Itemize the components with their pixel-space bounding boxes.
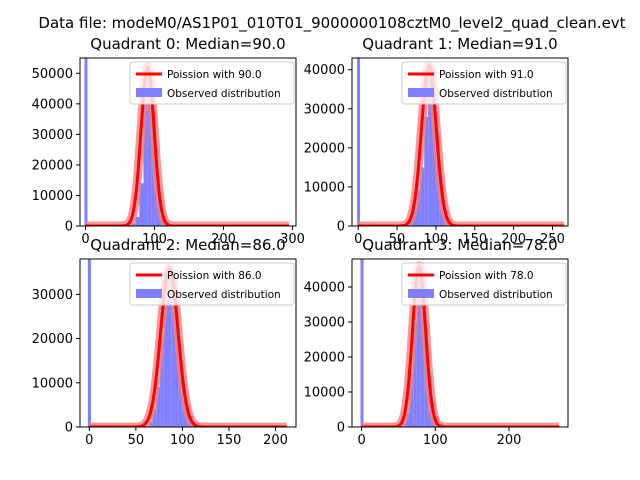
x-tick-label: 150: [462, 232, 487, 247]
observed-spike-bar: [360, 259, 364, 427]
observed-spike-bar: [87, 259, 91, 427]
legend-observed-label: Observed distribution: [439, 289, 553, 301]
observed-bar: [156, 387, 161, 427]
observed-bar: [139, 183, 144, 226]
legend: Poission with 78.0 Observed distribution: [401, 262, 567, 306]
legend: Poission with 91.0 Observed distribution: [401, 61, 567, 105]
x-tick-label: 0: [81, 232, 89, 247]
subplot-quadrant-1: 0 50 100 150 200 250 0 10000 20000 30000 40000 Pois…: [304, 35, 569, 247]
x-tick-label: 200: [501, 232, 526, 247]
subplot-title: Quadrant 3: Median=78.0: [362, 236, 557, 254]
observed-bar: [416, 190, 421, 226]
legend-poisson-label: Poission with 91.0: [439, 69, 534, 81]
axes-frame: [351, 258, 569, 428]
observed-bar: [148, 421, 153, 427]
observed-bar: [420, 167, 425, 226]
y-tick-label: 30000: [304, 102, 345, 117]
axes-frame: [79, 258, 297, 428]
observed-spike-bar: [84, 58, 88, 226]
y-tick-label: 10000: [304, 180, 345, 195]
y-tick-label: 10000: [32, 376, 73, 391]
y-tick-label: 10000: [304, 386, 345, 401]
y-tick-label: 0: [65, 220, 73, 235]
x-tick-label: 300: [280, 232, 305, 247]
observed-bar: [428, 69, 433, 226]
x-tick-label: 50: [389, 232, 406, 247]
y-tick-label: 10000: [32, 189, 73, 204]
observed-bar: [167, 272, 172, 427]
legend-poisson-label: Poission with 90.0: [167, 69, 262, 81]
y-tick-label: 40000: [32, 97, 73, 112]
y-tick-label: 20000: [304, 351, 345, 366]
figure-suptitle: Data file: modeM0/AS1P01_010T01_90000001…: [38, 14, 625, 33]
x-tick-label: 250: [540, 232, 565, 247]
legend-box: [129, 262, 295, 306]
axes-frame: [351, 57, 569, 227]
poisson-curve: [88, 266, 288, 427]
x-tick-label: 0: [85, 433, 93, 448]
subplot-quadrant-3: 0 100 200 0 10000 20000 30000 40000 Poission wit…: [304, 236, 569, 448]
x-tick-label: 100: [142, 232, 167, 247]
legend: Poission with 90.0 Observed distribution: [129, 61, 295, 105]
observed-bar: [420, 287, 425, 427]
legend-observed-swatch: [408, 88, 434, 97]
legend-poisson-label: Poission with 78.0: [439, 270, 534, 282]
legend-observed-label: Observed distribution: [439, 88, 553, 100]
legend-observed-label: Observed distribution: [167, 88, 281, 100]
legend: Poission with 86.0 Observed distribution: [129, 262, 295, 306]
observed-bar: [152, 409, 157, 427]
y-tick-label: 30000: [32, 288, 73, 303]
y-tick-label: 30000: [304, 316, 345, 331]
legend-box: [401, 262, 567, 306]
x-tick-label: 0: [357, 433, 365, 448]
observed-bar: [405, 413, 410, 427]
legend-box: [129, 61, 295, 105]
legend-box: [401, 61, 567, 105]
legend-observed-swatch: [136, 88, 162, 97]
observed-bar: [160, 338, 164, 427]
y-tick-label: 0: [337, 421, 345, 436]
subplot-quadrant-0: 0 100 200 300 0 10000 20000 30000 40000 50000 Pois…: [32, 35, 305, 247]
x-tick-label: 50: [128, 433, 145, 448]
y-tick-label: 50000: [32, 67, 73, 82]
axes-frame: [79, 57, 297, 227]
y-tick-label: 0: [65, 421, 73, 436]
y-tick-label: 40000: [304, 281, 345, 296]
y-tick-label: 30000: [32, 128, 73, 143]
observed-bar: [147, 73, 152, 226]
legend-observed-label: Observed distribution: [167, 289, 281, 301]
observed-bar: [416, 273, 421, 427]
legend-poisson-label: Poission with 86.0: [167, 270, 262, 282]
subplot-title: Quadrant 1: Median=91.0: [362, 35, 557, 53]
y-tick-label: 20000: [32, 158, 73, 173]
observed-bar: [163, 303, 168, 427]
observed-bar: [171, 281, 175, 427]
x-tick-label: 200: [263, 433, 288, 448]
x-tick-label: 200: [211, 232, 236, 247]
x-tick-label: 100: [170, 433, 195, 448]
y-tick-label: 20000: [304, 141, 345, 156]
x-tick-label: 0: [354, 232, 362, 247]
subplot-quadrant-2: 0 50 100 150 200 0 10000 20000 30000 Poission wit…: [32, 236, 297, 448]
observed-bar: [424, 116, 429, 226]
observed-spike-bar: [357, 58, 361, 226]
observed-bar: [409, 374, 414, 427]
x-tick-label: 150: [217, 433, 242, 448]
legend-observed-swatch: [136, 289, 162, 298]
observed-bar: [174, 316, 179, 427]
x-tick-label: 200: [497, 433, 522, 448]
x-tick-label: 100: [423, 232, 448, 247]
observed-bar: [143, 100, 148, 226]
y-tick-label: 0: [337, 220, 345, 235]
observed-bar: [135, 216, 140, 226]
subplot-title: Quadrant 0: Median=90.0: [90, 35, 285, 53]
legend-observed-swatch: [408, 289, 434, 298]
observed-bar: [413, 322, 417, 427]
subplot-title: Quadrant 2: Median=86.0: [90, 236, 285, 254]
y-tick-label: 20000: [32, 332, 73, 347]
y-tick-label: 40000: [304, 63, 345, 78]
x-tick-label: 100: [423, 433, 448, 448]
plot-area: [85, 259, 291, 427]
